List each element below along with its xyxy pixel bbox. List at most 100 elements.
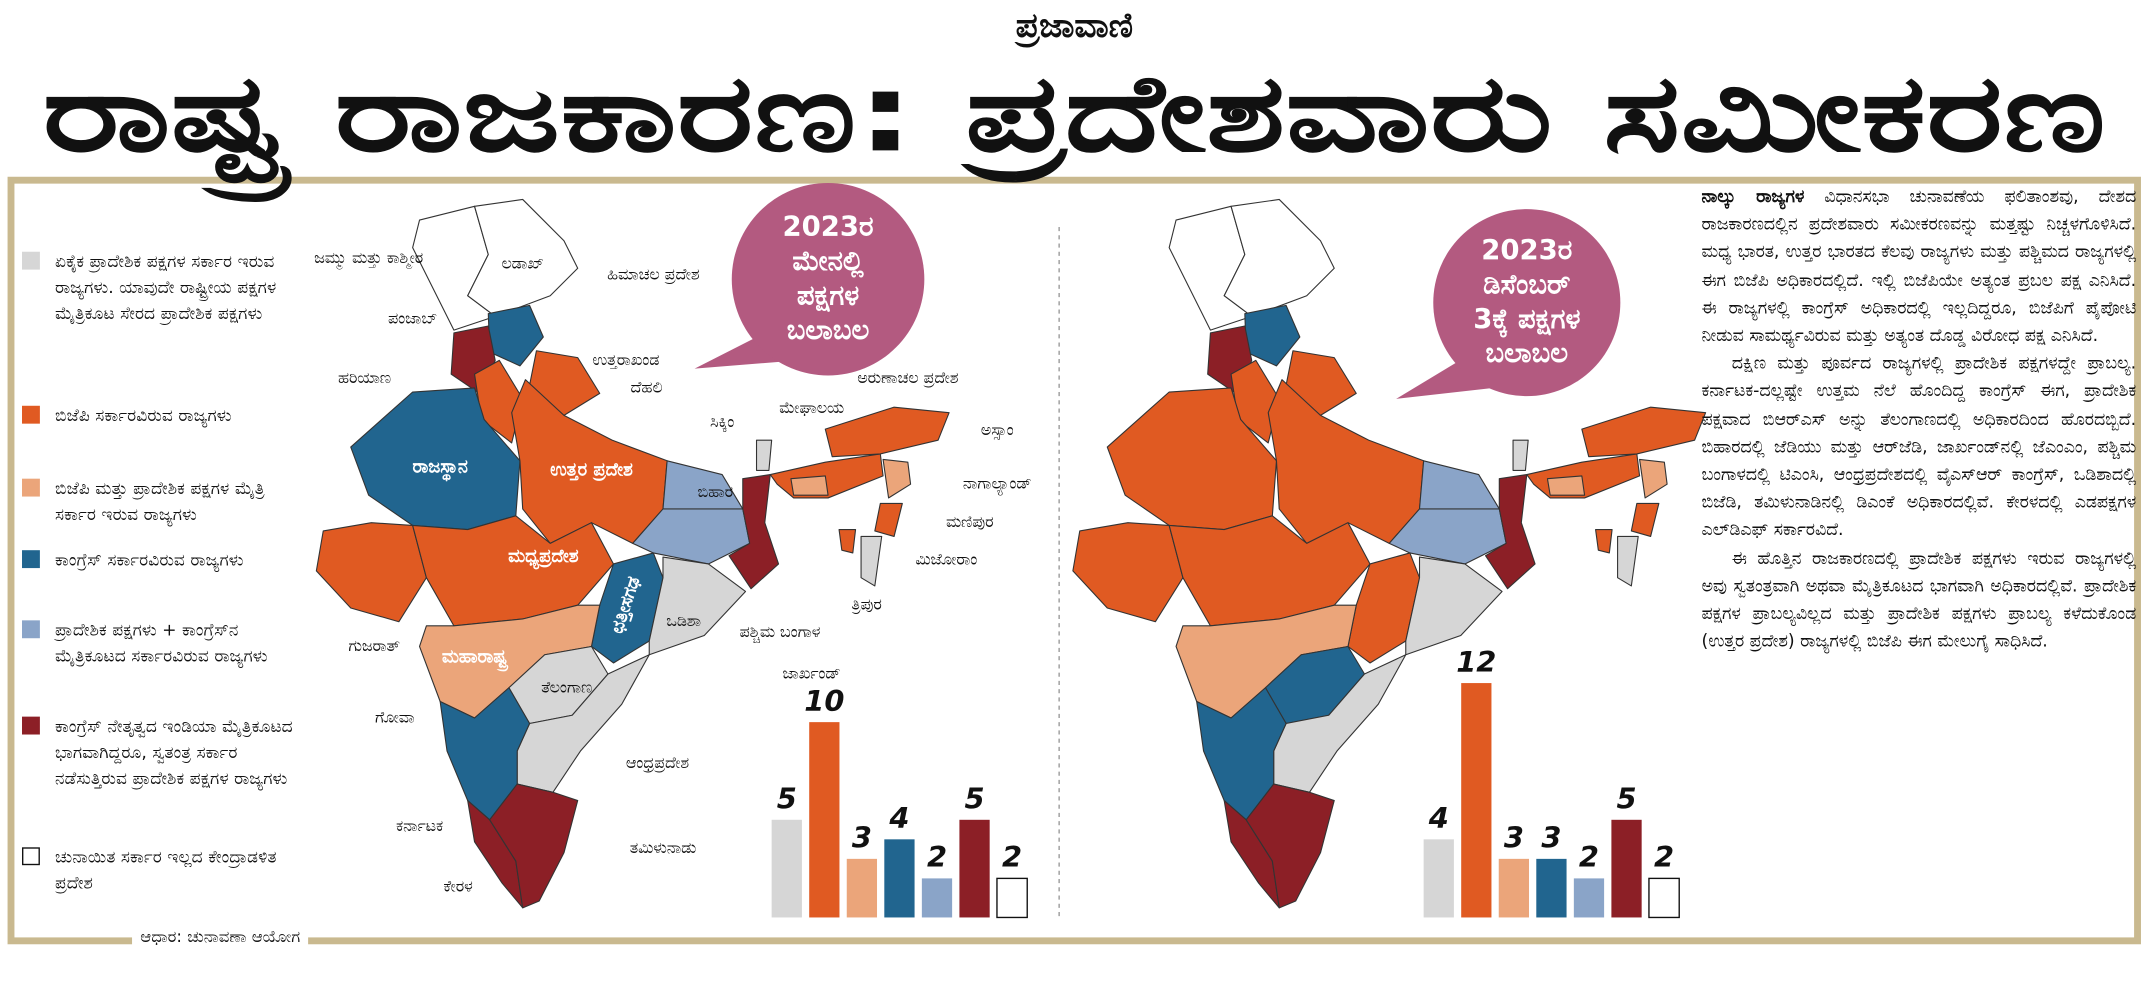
state-label: ಸಿಕ್ಕಿಂ [710, 412, 734, 432]
value-label: 4 [1428, 801, 1449, 835]
paragraph-text: ಈ ಹೊತ್ತಿನ ರಾಜಕಾರಣದಲ್ಲಿ ಪ್ರಾದೇಶಿಕ ಪಕ್ಷಗಳು… [1701, 546, 2137, 651]
bar [771, 819, 802, 918]
state-label: ಗೋವಾ [375, 708, 415, 727]
state [648, 556, 747, 656]
bubble-text: ಮೇನಲ್ಲಿ [792, 245, 864, 278]
maps: ಲಡಾಖ್ ಜಮ್ಮು ಮತ್ತು ಕಾಶ್ಮೀರ ಹಿಮಾಚಲ ಪ್ರದೇಶ ಪಂಜ… [314, 182, 1707, 919]
value-label: 3 [1541, 821, 1561, 855]
state-label: ಕರ್ನಾಟಕ [396, 816, 443, 835]
bubble-text: 2023ರ [783, 211, 875, 243]
value-label: 3 [852, 821, 872, 855]
state-label: ಅರುಣಾಚಲ ಪ್ರದೇಶ [857, 368, 958, 388]
state-label: ಹರಿಯಾಣ [338, 368, 391, 387]
state [1245, 783, 1335, 909]
state [350, 387, 521, 531]
state-label: ಆಂಧ್ರಪ್ರದೇಶ [626, 753, 690, 773]
bar [1461, 683, 1492, 918]
state-label: ಅಸ್ಸಾಂ [981, 420, 1014, 441]
paragraph-text: ವಿಧಾನಸಭಾ ಚುನಾವಣೆಯ ಫಲಿತಾಂಶವು, ದೇಶದ ರಾಜಕಾರ… [1701, 185, 2137, 346]
paragraph: ನಾಲ್ಕು ರಾಜ್ಯಗಳ ವಿಧಾನಸಭಾ ಚುನಾವಣೆಯ ಫಲಿತಾಂಶ… [1701, 183, 2136, 350]
state-label: ತ್ರಿಪುರ [851, 595, 881, 615]
state [1639, 458, 1668, 499]
state [1581, 406, 1707, 458]
state-label: ಕೇರಳ [443, 877, 473, 896]
state [439, 687, 531, 821]
state-label: ಮೇಘಾಲಯ [779, 398, 844, 417]
state [1106, 387, 1278, 531]
legend-text: ಪ್ರಾದೇಶಿಕ ಪಕ್ಷಗಳು + ಕಾಂಗ್ರೆಸ್‌ನ ಮೈತ್ರಿಕೂ… [55, 618, 268, 666]
value-label: 5 [964, 782, 984, 816]
bubble [1433, 209, 1621, 397]
bar [1573, 878, 1605, 918]
state [838, 529, 857, 554]
state-label: ಮಿಜೋರಾಂ [915, 549, 977, 568]
bar [921, 878, 953, 918]
state [882, 458, 912, 499]
bar [996, 877, 1028, 919]
bar [809, 722, 840, 918]
bubble-text: ಬಲಾಬಲ [1486, 337, 1569, 369]
state-label: ಒಡಿಶಾ [666, 611, 701, 630]
state [467, 198, 579, 317]
state [1617, 535, 1639, 587]
legend-swatch [22, 620, 40, 639]
legend-text: ಚುನಾಯಿತ ಸರ್ಕಾರ ಇಲ್ಲದ ಕೇಂದ್ರಾಡಳಿತ ಪ್ರದೇಶ [55, 845, 277, 893]
state [1595, 529, 1613, 554]
value-label: 12 [1456, 645, 1496, 679]
state-label: ತೆಲಂಗಾಣ [541, 677, 592, 696]
paragraph-text: ದಕ್ಷಿಣ ಮತ್ತು ಪೂರ್ವದ ರಾಜ್ಯಗಳಲ್ಲಿ ಪ್ರಾದೇಶಿ… [1701, 352, 2137, 540]
state-label: ಉತ್ತರಾಖಂಡ [592, 350, 659, 369]
state [1630, 502, 1660, 537]
state [755, 439, 773, 471]
paragraph: ಈ ಹೊತ್ತಿನ ರಾಜಕಾರಣದಲ್ಲಿ ಪ್ರಾದೇಶಿಕ ಪಕ್ಷಗಳು… [1701, 544, 2136, 655]
state-label: ಪಂಜಾಬ್ [388, 309, 437, 328]
bar [846, 858, 878, 918]
state-label: ರಾಜಸ್ಥಾನ [412, 457, 467, 482]
state-label: ಜಮ್ಮು ಮತ್ತು ಕಾಶ್ಮೀರ [314, 248, 423, 269]
bar [1648, 877, 1680, 919]
value-label: 3 [1504, 821, 1524, 855]
state-label: ಹಿಮಾಚಲ ಪ್ರದೇಶ [607, 265, 700, 285]
bar [884, 839, 915, 918]
state-label: ಉತ್ತರ ಪ್ರದೇಶ [550, 459, 633, 481]
masthead: ಪ್ರಜಾವಾಣಿ [1014, 6, 1133, 48]
legend-swatch [22, 251, 40, 270]
article: ನಾಲ್ಕು ರಾಜ್ಯಗಳ ವಿಧಾನಸಭಾ ಚುನಾವಣೆಯ ಫಲಿತಾಂಶ… [1701, 183, 2136, 655]
bubble-text: ಪಕ್ಷಗಳ [797, 279, 859, 312]
state [790, 475, 829, 496]
value-label: 4 [888, 801, 909, 835]
source: ಆಧಾರ: ಚುನಾವಣಾ ಆಯೋಗ [132, 927, 309, 948]
legend-swatch [22, 716, 40, 735]
state-label: ಮಹಾರಾಷ್ಟ್ರ [442, 646, 509, 671]
title-backdrop [27, 57, 2122, 177]
value-label: 5 [777, 782, 797, 816]
state [728, 473, 780, 590]
india-map [315, 198, 950, 909]
legend-swatch [22, 847, 40, 866]
frame [7, 176, 2141, 945]
bar [959, 819, 990, 918]
value-label: 2 [1579, 840, 1599, 874]
state-label: ಗುಜರಾತ್ [348, 636, 400, 655]
state-label: ನಾಗಾಲ್ಯಾಂಡ್ [963, 474, 1032, 496]
legend-text: ಬಿಜೆಪಿ ಮತ್ತು ಪ್ರಾದೇಶಿಕ ಪಕ್ಷಗಳ ಮೈತ್ರಿ ಸರ್… [55, 477, 265, 525]
india-map [1072, 198, 1707, 909]
state [1072, 522, 1184, 623]
value-label: 2 [1002, 840, 1022, 874]
bar [1423, 839, 1454, 918]
state-label: ತಮಿಳುನಾಡು [630, 838, 697, 857]
state-label: ಲಡಾಖ್ [501, 254, 544, 273]
state-label: ಬಿಹಾರ [698, 482, 734, 501]
bubble-text: 3ಕ್ಕೆ ಪಕ್ಷಗಳ [1473, 303, 1580, 338]
value-label: 2 [927, 840, 947, 874]
state [1484, 473, 1536, 590]
state [874, 502, 903, 537]
state-label: ಜಾರ್ಖಂಡ್ [783, 663, 841, 682]
lead: ನಾಲ್ಕು ರಾಜ್ಯಗಳ [1701, 185, 1805, 207]
legend-swatch [22, 478, 40, 497]
state-label: ಪಶ್ಚಿಮ ಬಂಗಾಳ [740, 622, 821, 643]
bar [1498, 858, 1530, 918]
